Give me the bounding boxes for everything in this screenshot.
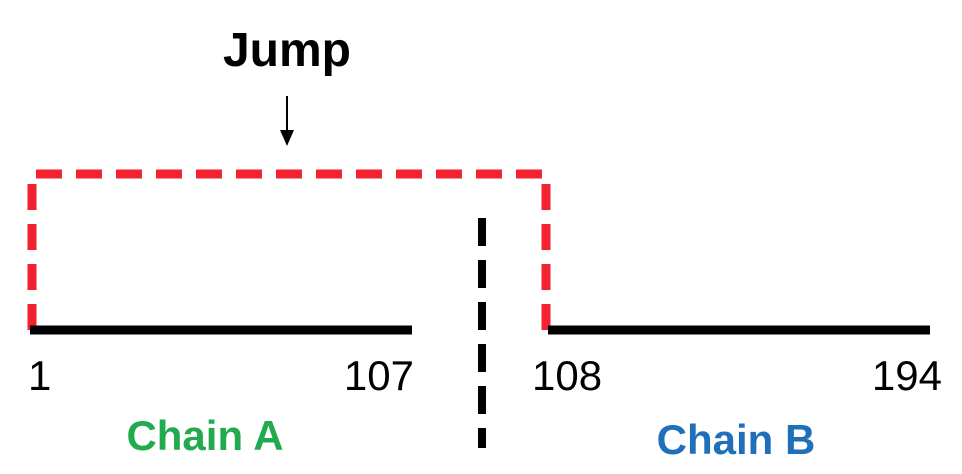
chain-a-start-label: 1 xyxy=(28,352,51,399)
chain-a-end-label: 107 xyxy=(344,352,414,399)
chain-b-start-label: 108 xyxy=(532,352,602,399)
jump-arrow-icon xyxy=(280,96,294,146)
chain-a-label: Chain A xyxy=(126,412,283,459)
chain-b-end-label: 194 xyxy=(872,352,942,399)
jump-label: Jump xyxy=(223,24,351,77)
chain-b-label: Chain B xyxy=(657,416,816,463)
jump-path xyxy=(27,169,551,330)
